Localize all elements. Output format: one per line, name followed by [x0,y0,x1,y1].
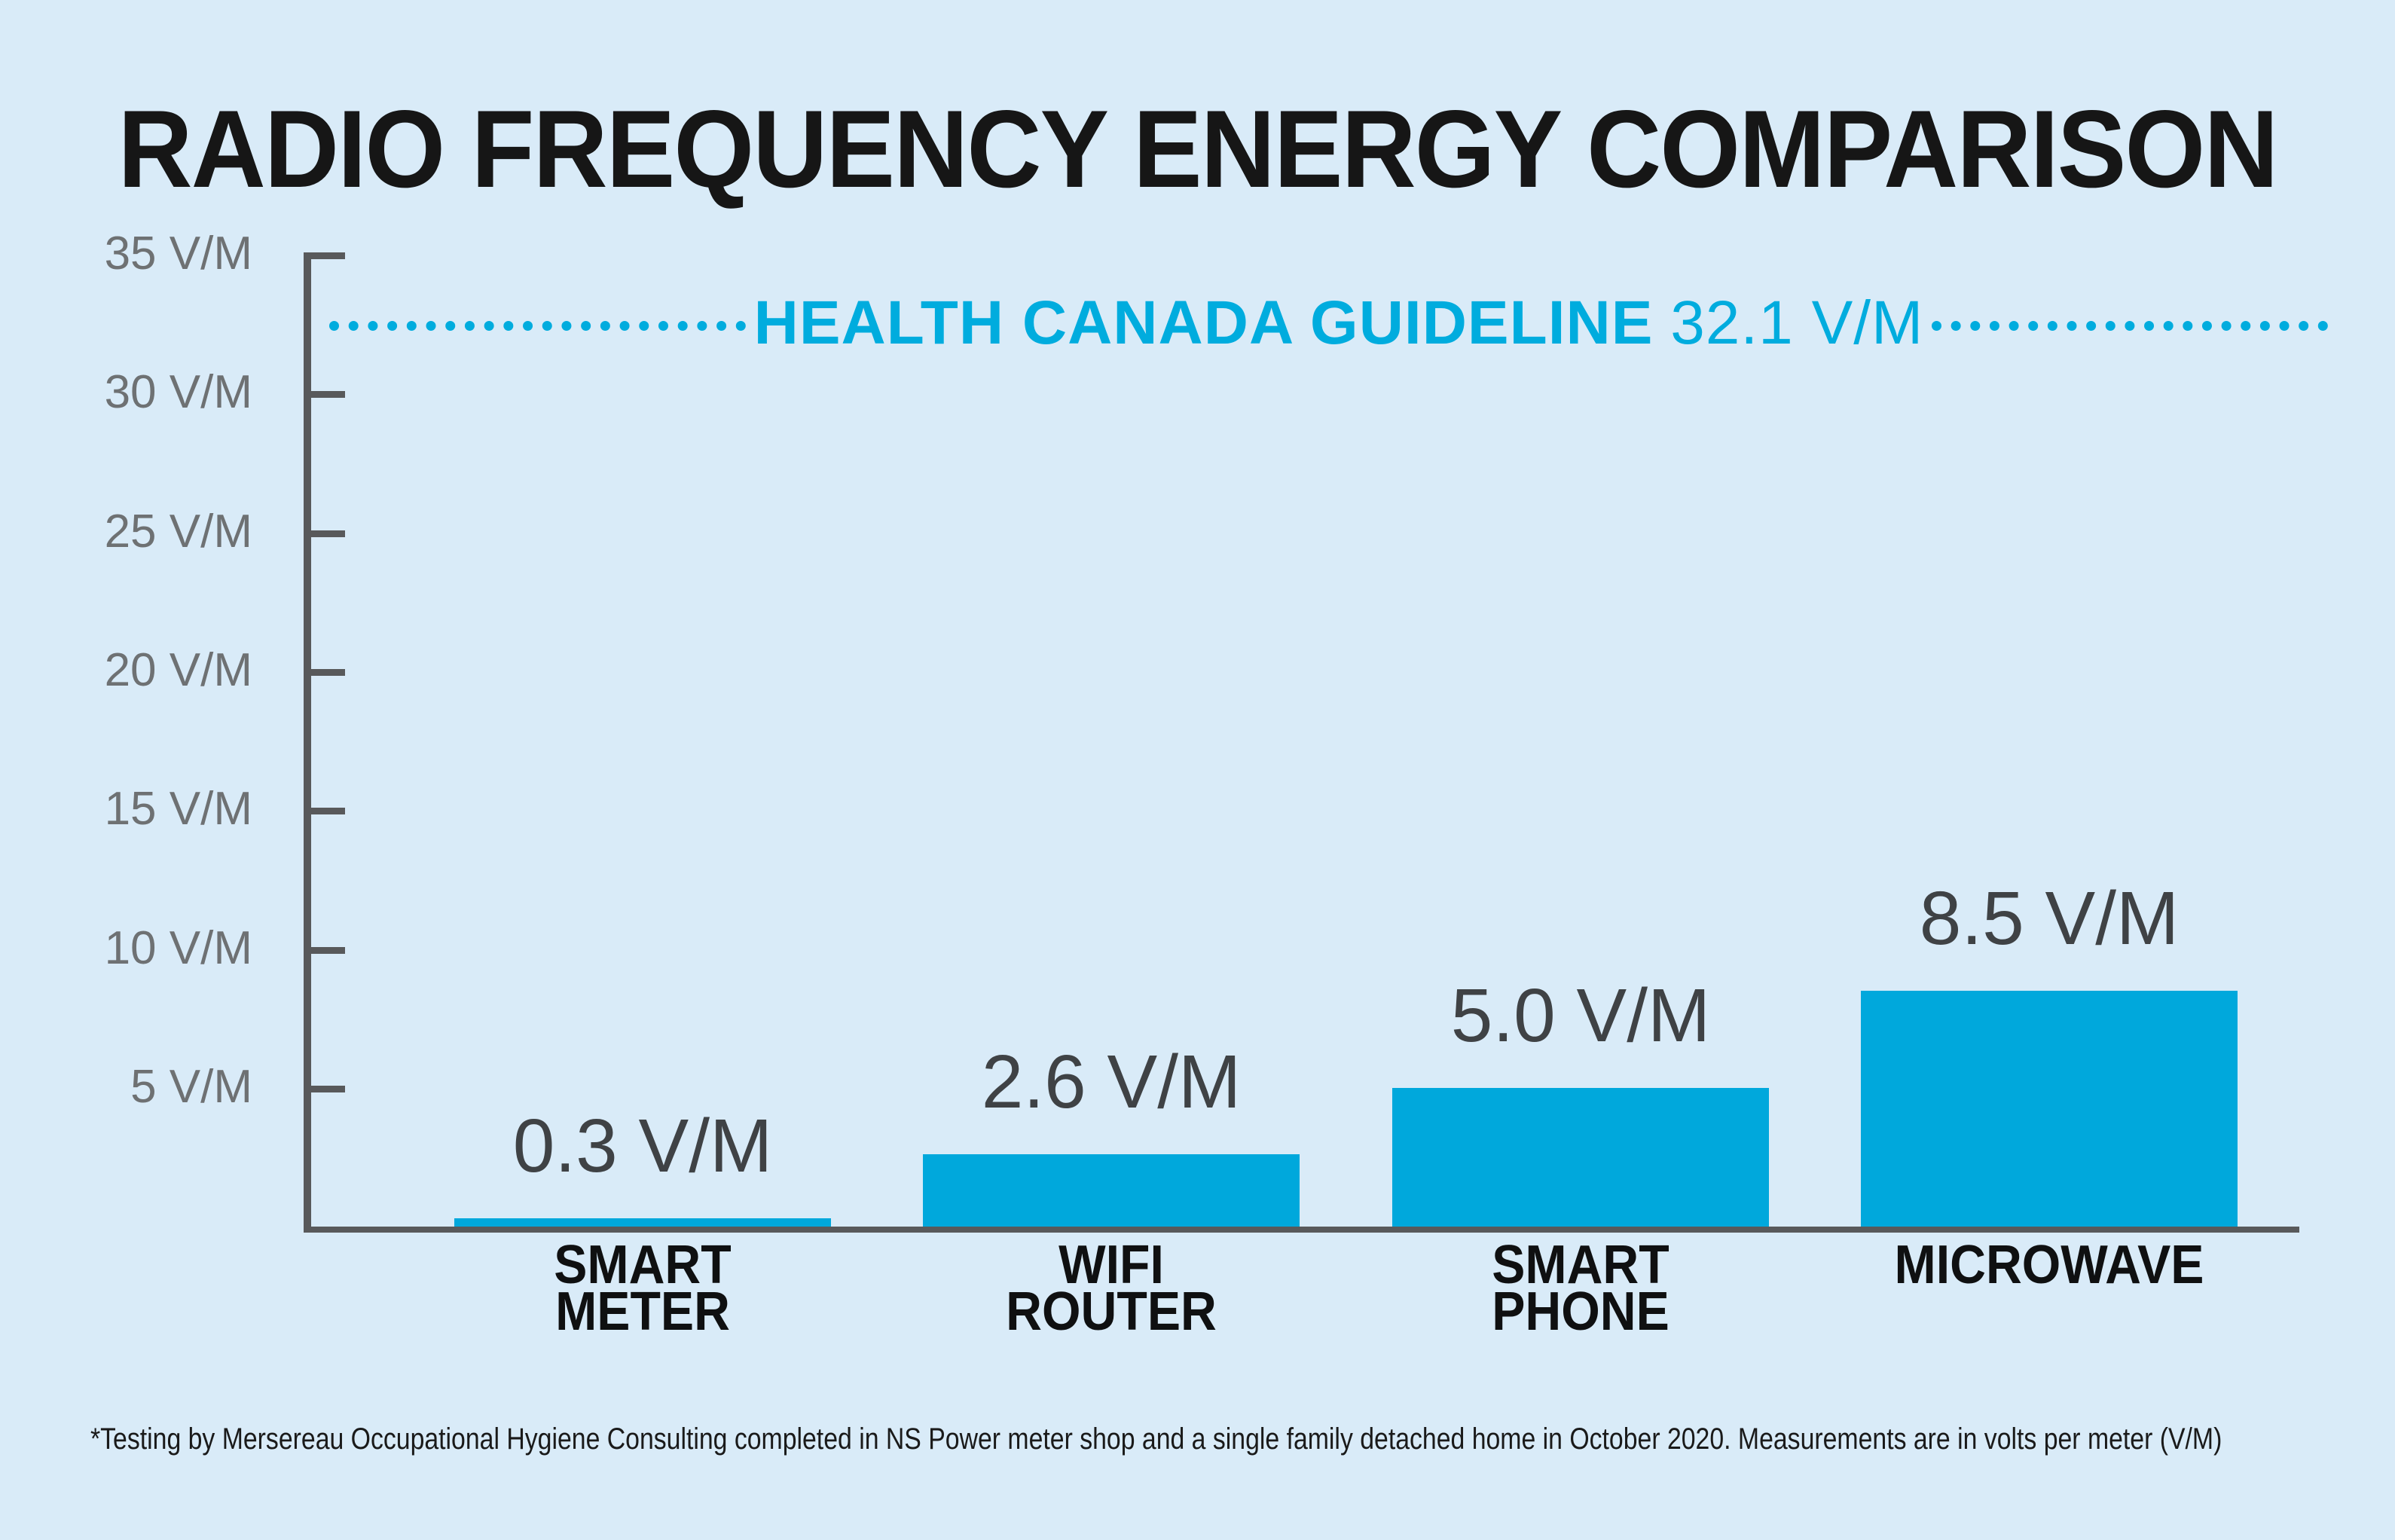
bar-wifi-router [923,1154,1300,1227]
page-title-row: RADIO FREQUENCY ENERGY COMPARISON [0,86,2395,212]
bar-value-label: 5.0 V/M [1450,973,1711,1058]
y-axis-label-30: 30 V/M [104,366,252,419]
guideline-dotted-line-left [329,321,746,331]
y-axis-line [304,253,311,1233]
category-label-line: SMART [554,1235,732,1295]
bar-value-label: 0.3 V/M [512,1103,773,1188]
x-axis-baseline [304,1227,2299,1233]
y-axis-tick-20 [304,668,345,676]
y-axis-label-10: 10 V/M [104,921,252,974]
category-label-smart-meter: SMART METER [400,1235,885,1342]
y-axis-tick-5 [304,1085,345,1092]
guideline-label-text: HEALTH CANADA GUIDELINE [753,289,1654,357]
bar-smart-phone [1392,1087,1769,1227]
category-label-line: ROUTER [1006,1282,1217,1342]
y-axis-label-35: 35 V/M [104,228,252,280]
bar-value-label: 8.5 V/M [1919,875,2180,961]
y-axis-label-5: 5 V/M [130,1060,252,1113]
category-label-smart-phone: SMART PHONE [1338,1235,1823,1342]
guideline-dotted-line-right [1932,321,2328,331]
y-axis-tick-30 [304,391,345,399]
category-label-line: SMART [1492,1235,1669,1295]
guideline-value: 32.1 V/M [1670,289,1924,357]
y-axis-label-15: 15 V/M [104,783,252,836]
category-label-microwave: MICROWAVE [1807,1235,2292,1295]
bar-microwave [1861,990,2238,1227]
footnote: *Testing by Mersereau Occupational Hygie… [90,1422,2222,1456]
category-label-line: PHONE [1492,1282,1669,1342]
category-label-line: MICROWAVE [1894,1235,2204,1295]
y-axis-tick-15 [304,808,345,815]
y-axis-tick-25 [304,530,345,537]
category-label-wifi-router: WIFI ROUTER [869,1235,1354,1342]
page-title: RADIO FREQUENCY ENERGY COMPARISON [118,87,2278,210]
category-label-line: METER [555,1282,730,1342]
guideline-label: HEALTH CANADA GUIDELINE 32.1 V/M [754,292,1924,354]
y-axis-tick-10 [304,946,345,954]
category-label-line: WIFI [1059,1235,1164,1295]
y-axis-label-25: 25 V/M [104,505,252,558]
y-axis-tick-35 [304,252,345,259]
bar-smart-meter [454,1218,831,1227]
bar-value-label: 2.6 V/M [981,1040,1242,1125]
y-axis-label-20: 20 V/M [104,643,252,696]
